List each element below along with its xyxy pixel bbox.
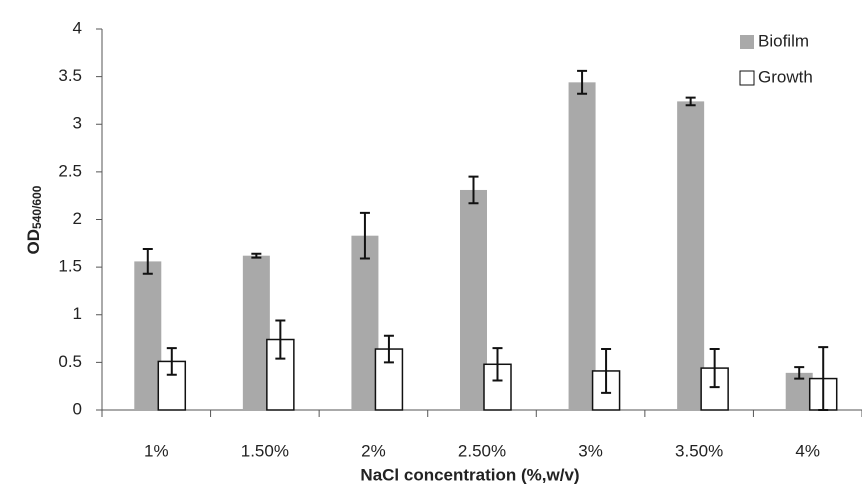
y-axis-label-sub: 540/600 [30,185,44,229]
error-bar [383,334,394,364]
error-bar [468,175,479,205]
error-bar [275,319,286,360]
x-tick-label: 2.50% [458,441,506,460]
bar [677,101,705,410]
bar [134,261,162,410]
y-tick-label: 3.5 [58,66,82,85]
legend-swatch [740,35,754,49]
y-axis-label: OD540/600 [24,185,44,254]
legend-label: Biofilm [758,31,809,50]
y-tick-label: 3 [73,114,82,133]
y-tick-label: 1.5 [58,257,82,276]
error-bar [251,252,262,259]
bar [351,235,379,410]
bar [483,363,512,411]
y-axis-label-main: OD [24,229,43,255]
y-tick-label: 0.5 [58,352,82,371]
x-axis-label: NaCl concentration (%,w/v) [360,465,579,484]
x-tick-label: 3% [578,441,603,460]
x-tick-label: 1% [144,441,169,460]
y-tick-label: 4 [73,18,82,37]
x-tick-label: 2% [361,441,386,460]
y-tick-label: 1 [73,304,82,323]
bar [568,82,596,410]
x-tick-label: 1.50% [241,441,289,460]
error-bar [685,96,696,107]
y-tick-label: 2 [73,209,82,228]
y-tick-label: 2.5 [58,161,82,180]
error-bar [359,211,370,260]
legend-swatch [739,70,755,86]
error-bar [142,248,153,275]
error-bar [492,347,503,382]
error-bar [818,346,829,411]
error-bar [601,348,612,394]
error-bar [166,347,177,376]
bar [242,255,270,410]
x-tick-label: 4% [795,441,820,460]
error-bar [709,348,720,389]
legend-label: Growth [758,67,813,86]
error-bar [794,366,805,380]
x-tick-label: 3.50% [675,441,723,460]
y-tick-label: 0 [73,399,82,418]
bar [460,189,487,410]
error-bar [577,69,588,95]
